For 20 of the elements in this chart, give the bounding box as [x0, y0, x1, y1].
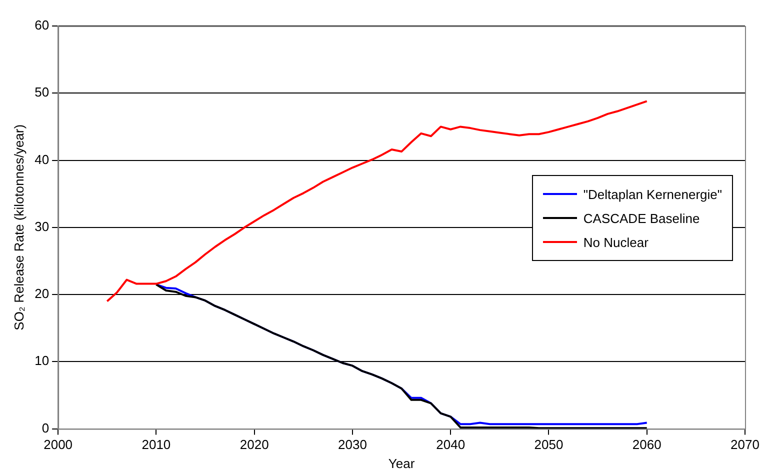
legend-label: CASCADE Baseline — [583, 210, 700, 226]
x-tick-label: 2070 — [730, 437, 760, 452]
x-tick-label: 2030 — [338, 437, 367, 452]
y-tick-label: 0 — [42, 420, 50, 436]
x-tick-label: 2020 — [240, 437, 269, 452]
x-tick-label: 2000 — [44, 437, 73, 452]
y-axis-title: SO₂ Release Rate (kilotonnes/year) — [11, 124, 26, 330]
y-tick-label: 50 — [34, 84, 50, 100]
y-tick-label: 60 — [34, 18, 50, 33]
x-tick-label: 2060 — [632, 437, 662, 452]
y-tick-label: 10 — [34, 353, 50, 368]
y-tick-label: 20 — [34, 286, 50, 302]
x-axis-title: Year — [388, 456, 416, 471]
legend-label: No Nuclear — [583, 234, 648, 250]
legend-label: "Deltaplan Kernenergie" — [583, 186, 722, 202]
y-tick-label: 40 — [34, 152, 50, 167]
y-tick-label: 30 — [34, 218, 50, 234]
x-tick-label: 2040 — [436, 437, 466, 452]
x-tick-label: 2050 — [534, 437, 564, 452]
x-tick-label: 2010 — [142, 437, 171, 452]
